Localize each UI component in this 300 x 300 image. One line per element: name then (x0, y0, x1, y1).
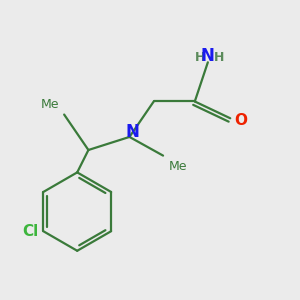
Text: Me: Me (41, 98, 60, 111)
Text: N: N (125, 124, 140, 142)
Text: O: O (235, 112, 248, 128)
Text: Me: Me (169, 160, 187, 173)
Text: Cl: Cl (22, 224, 39, 239)
Text: N: N (201, 46, 215, 64)
Text: H: H (194, 51, 205, 64)
Text: H: H (214, 51, 224, 64)
